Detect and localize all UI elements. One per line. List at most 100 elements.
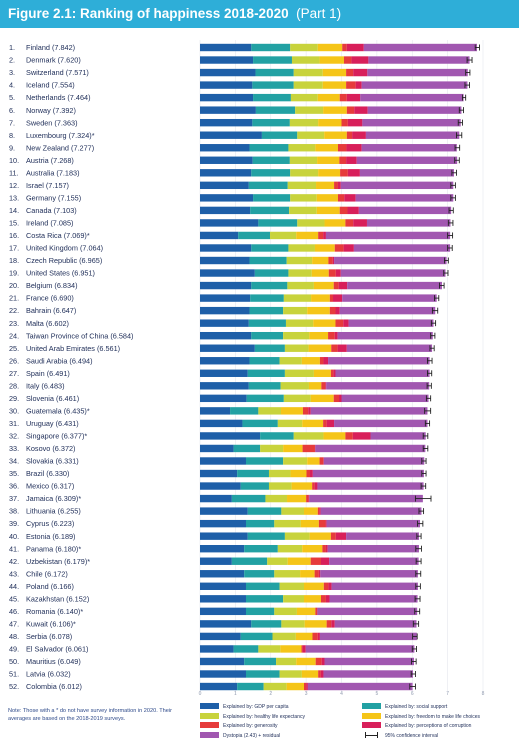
bar-segment-corruption xyxy=(323,231,326,240)
bar-segment-social xyxy=(245,607,275,616)
legend-label: Explained by: healthy life expectancy xyxy=(223,713,305,720)
bar-segment-dystopia xyxy=(346,344,433,352)
country-rank: 6. xyxy=(9,106,15,115)
bar-segment-gdp xyxy=(200,595,246,603)
bar-segment-corruption xyxy=(331,620,335,628)
country-label: 3. Switzerland (7.571) xyxy=(9,68,89,77)
bar-segment-gdp xyxy=(200,206,251,215)
bar-segment-generosity xyxy=(346,106,355,114)
bar-segment-social xyxy=(255,68,294,77)
bar-segment-generosity xyxy=(328,269,336,277)
bar-segment-gdp xyxy=(200,682,238,691)
country-name: Jamaica (6.309)* xyxy=(26,494,81,503)
bar-segment-dystopia xyxy=(362,118,461,127)
bar-segment-generosity xyxy=(306,469,311,478)
country-rank: 47. xyxy=(9,619,19,628)
bar-segment-corruption xyxy=(353,219,367,227)
bar-segment-dystopia xyxy=(347,281,442,290)
country-name: Finland (7.842) xyxy=(26,43,75,52)
bar-segment-health xyxy=(289,156,318,164)
bar-segment-social xyxy=(261,131,298,139)
bar-segment-gdp xyxy=(200,319,249,327)
bar-segment-generosity xyxy=(321,382,326,390)
bar-segment-social xyxy=(260,432,294,440)
bar-segment-health xyxy=(280,382,309,390)
country-name: Bahrain (6.647) xyxy=(26,306,76,315)
bar-segment-freedom xyxy=(300,570,315,578)
bar-segment-gdp xyxy=(200,469,238,478)
bar-segment-gdp xyxy=(200,532,248,540)
bar-segment-social xyxy=(258,219,298,227)
bar-segment-generosity xyxy=(334,181,338,190)
country-rank: 32. xyxy=(9,432,19,441)
bar-segment-dystopia xyxy=(346,532,419,540)
bar-segment-corruption xyxy=(306,682,308,691)
bar-segment-social xyxy=(251,43,291,52)
bar-segment-corruption xyxy=(333,369,336,377)
bar-segment-generosity xyxy=(319,357,324,365)
country-name: United Arab Emirates (6.561) xyxy=(26,344,120,353)
bar-segment-gdp xyxy=(200,582,246,590)
bar-segment-health xyxy=(287,281,314,290)
bar-segment-freedom xyxy=(311,294,330,302)
bar-segment-health xyxy=(291,56,320,64)
bar-segment-generosity xyxy=(339,93,347,102)
bar-segment-freedom xyxy=(291,482,313,490)
bar-segment-corruption xyxy=(346,43,364,52)
country-label: 43. Chile (6.172) xyxy=(9,569,68,578)
bar-segment-health xyxy=(281,620,305,628)
legend-item-generosity: Explained by: generosity xyxy=(200,722,277,731)
country-label: 21. France (6.690) xyxy=(9,294,74,303)
bar-segment-freedom xyxy=(313,319,336,327)
bar-segment-gdp xyxy=(200,81,253,89)
bar-segment-corruption xyxy=(335,532,347,540)
bar-segment-corruption xyxy=(323,357,329,365)
country-label: 42. Uzbekistan (6.179)* xyxy=(9,557,90,566)
x-tick-label: 7 xyxy=(446,691,449,697)
bar-segment-dystopia xyxy=(367,106,462,114)
bar-segment-generosity xyxy=(335,319,344,327)
bar-segment-generosity xyxy=(315,657,322,666)
bar-segment-freedom xyxy=(302,419,324,428)
figure-title-bold: Figure 2.1: Ranking of happiness 2018-20… xyxy=(8,6,289,21)
country-name: Romania (6.140)* xyxy=(26,607,83,616)
bar-segment-social xyxy=(245,457,284,465)
country-rank: 7. xyxy=(9,118,15,127)
country-label: 52. Colombia (6.012) xyxy=(9,682,82,691)
country-label: 35. Brazil (6.330) xyxy=(9,469,69,478)
bar-segment-health xyxy=(293,432,324,440)
bar-segment-gdp xyxy=(200,194,254,202)
bar-segment-health xyxy=(267,557,288,565)
legend-item-health: Explained by: healthy life expectancy xyxy=(200,712,305,722)
legend-label: Explained by: generosity xyxy=(223,723,278,729)
bar-segment-corruption xyxy=(347,118,363,127)
bar-segment-corruption xyxy=(338,281,348,290)
bar-segment-generosity xyxy=(320,595,326,603)
country-rank: 45. xyxy=(9,594,19,603)
bar-segment-freedom xyxy=(311,269,329,277)
bar-segment-corruption xyxy=(308,494,310,503)
country-name: Latvia (6.032) xyxy=(26,670,71,679)
bar-segment-social xyxy=(231,557,268,565)
bar-segment-corruption xyxy=(302,645,306,653)
bar-segment-corruption xyxy=(343,244,354,252)
country-name: Iceland (7.554) xyxy=(26,81,75,90)
legend-item-freedom: Explained by: freedom to make life choic… xyxy=(362,712,480,722)
bar-segment-social xyxy=(233,444,261,453)
country-rank: 26. xyxy=(9,356,19,365)
bar-segment-freedom xyxy=(317,93,340,102)
bar-segment-health xyxy=(289,206,317,215)
bar-segment-freedom xyxy=(308,344,332,352)
bar-segment-dystopia xyxy=(363,43,477,52)
bar-segment-freedom xyxy=(301,670,319,678)
bar-segment-dystopia xyxy=(315,444,426,453)
bar-segment-gdp xyxy=(200,169,252,177)
bar-segment-health xyxy=(277,419,303,428)
bar-segment-social xyxy=(247,532,285,540)
bar-segment-freedom xyxy=(309,532,331,540)
bar-segment-generosity xyxy=(318,231,324,240)
country-rank: 50. xyxy=(9,657,19,666)
bar-segment-generosity xyxy=(318,670,321,678)
bar-segment-social xyxy=(240,482,269,490)
bar-segment-gdp xyxy=(200,219,259,227)
